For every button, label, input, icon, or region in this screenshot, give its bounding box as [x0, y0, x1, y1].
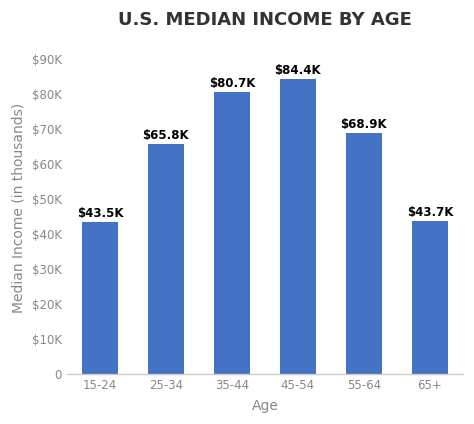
Bar	[214, 92, 250, 374]
Text: $68.9K: $68.9K	[341, 118, 387, 131]
Title: U.S. MEDIAN INCOME BY AGE: U.S. MEDIAN INCOME BY AGE	[118, 11, 412, 29]
X-axis label: Age: Age	[252, 399, 278, 413]
Text: $65.8K: $65.8K	[143, 129, 189, 142]
Bar	[346, 133, 382, 374]
Bar	[280, 79, 316, 374]
Text: $43.5K: $43.5K	[77, 207, 123, 220]
Text: $80.7K: $80.7K	[209, 77, 255, 90]
Bar	[412, 221, 448, 374]
Bar	[148, 144, 184, 374]
Bar	[82, 222, 118, 374]
Text: $43.7K: $43.7K	[407, 206, 453, 219]
Y-axis label: Median Income (in thousands): Median Income (in thousands)	[11, 103, 25, 313]
Text: $84.4K: $84.4K	[274, 64, 321, 77]
